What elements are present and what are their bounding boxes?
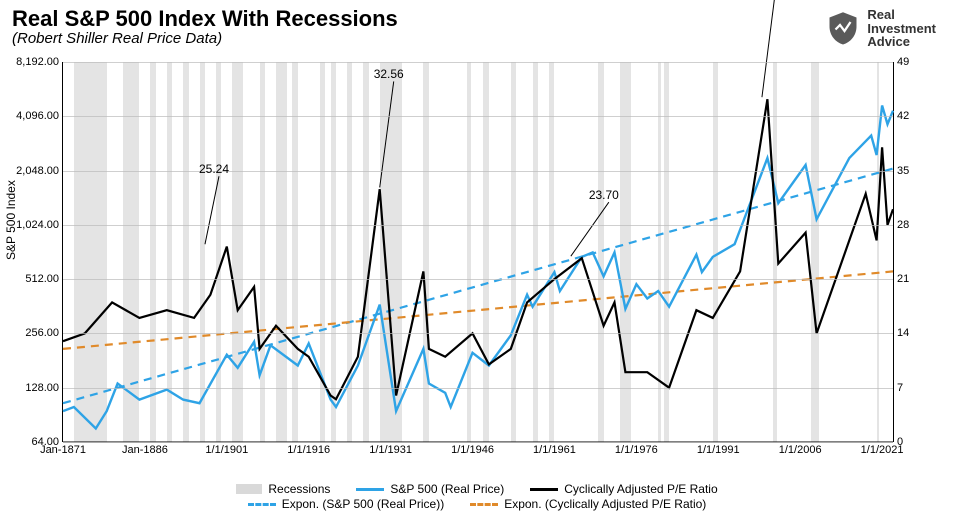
legend-item: S&P 500 (Real Price) — [356, 482, 504, 496]
peak-annotation: 32.56 — [374, 67, 404, 81]
y-right-tick: 28 — [897, 219, 909, 231]
chart-svg — [63, 62, 893, 442]
peak-annotation: 25.24 — [199, 162, 229, 176]
chart-title: Real S&P 500 Index With Recessions — [12, 6, 942, 32]
y-left-tick: 128.00 — [25, 382, 59, 394]
x-tick: 1/1/2006 — [779, 444, 822, 456]
y-right-tick: 42 — [897, 110, 909, 122]
x-tick: Jan-1886 — [122, 444, 168, 456]
x-tick: 1/1/1946 — [451, 444, 494, 456]
y-left-tick: 4,096.00 — [16, 110, 59, 122]
y-left-tick: 256.00 — [25, 327, 59, 339]
header: Real S&P 500 Index With Recessions (Robe… — [12, 6, 942, 47]
legend: Recessions S&P 500 (Real Price) Cyclically… — [62, 481, 892, 512]
y-right-tick: 14 — [897, 327, 909, 339]
y-left-tick: 8,192.00 — [16, 56, 59, 68]
y-left-tick: 1,024.00 — [16, 219, 59, 231]
x-tick: 1/1/1991 — [697, 444, 740, 456]
y-right-tick: 21 — [897, 273, 909, 285]
legend-item: Expon. (Cyclically Adjusted P/E Ratio) — [470, 497, 706, 511]
x-tick: 1/1/1961 — [533, 444, 576, 456]
x-tick: 1/1/1916 — [287, 444, 330, 456]
chart-container: Real S&P 500 Index With Recessions (Robe… — [0, 0, 954, 516]
legend-item: Cyclically Adjusted P/E Ratio — [530, 482, 717, 496]
y-left-tick: 2,048.00 — [16, 165, 59, 177]
peak-annotation: 23.70 — [589, 188, 619, 202]
legend-item: Recessions — [236, 482, 330, 496]
x-tick: 1/1/1901 — [205, 444, 248, 456]
x-tick: 1/1/1976 — [615, 444, 658, 456]
brand-text: Real Investment Advice — [867, 8, 936, 49]
chart-subtitle: (Robert Shiller Real Price Data) — [12, 30, 942, 47]
x-tick: 1/1/2021 — [861, 444, 904, 456]
y-right-tick: 7 — [897, 382, 903, 394]
y-left-tick: 512.00 — [25, 273, 59, 285]
shield-icon — [825, 10, 861, 46]
x-tick: Jan-1871 — [40, 444, 86, 456]
x-tick: 1/1/1931 — [369, 444, 412, 456]
plot-area: 64.00128.00256.00512.001,024.002,048.004… — [62, 62, 894, 442]
brand-logo: Real Investment Advice — [825, 8, 936, 49]
y-right-tick: 49 — [897, 56, 909, 68]
legend-item: Expon. (S&P 500 (Real Price)) — [248, 497, 445, 511]
y-right-tick: 35 — [897, 165, 909, 177]
